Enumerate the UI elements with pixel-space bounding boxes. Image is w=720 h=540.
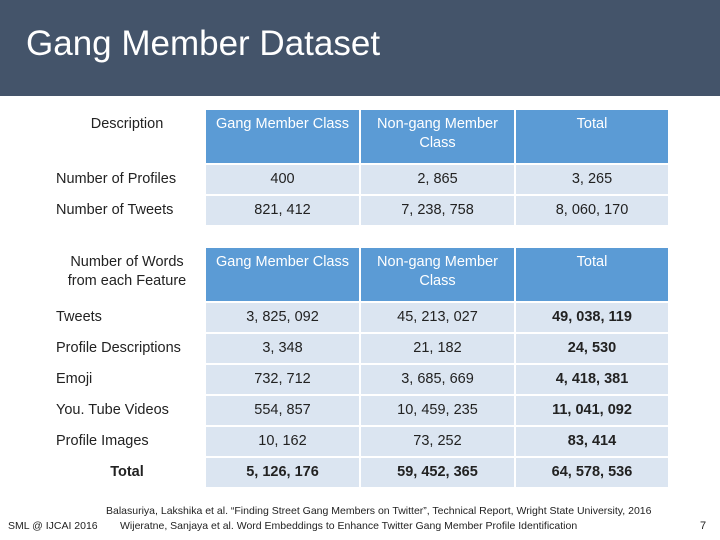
header-cell: Gang Member Class xyxy=(206,248,361,303)
row-label: Tweets xyxy=(50,303,206,334)
row-label: Emoji xyxy=(50,365,206,396)
table-row: Profile Images 10, 162 73, 252 83, 414 xyxy=(50,427,668,458)
venue-label: SML @ IJCAI 2016 xyxy=(8,520,98,532)
page-number: 7 xyxy=(700,520,707,532)
table-cell: 59, 452, 365 xyxy=(361,458,516,489)
slide-title: Gang Member Dataset xyxy=(26,24,381,63)
table-row: Number of Tweets 821, 412 7, 238, 758 8,… xyxy=(50,196,668,227)
header-cell: Non-gang Member Class xyxy=(361,110,516,165)
table-header-row: Description Gang Member Class Non-gang M… xyxy=(50,110,668,165)
reference-citation: Wijeratne, Sanjaya et al. Word Embedding… xyxy=(120,520,578,532)
table-cell: 3, 825, 092 xyxy=(206,303,361,334)
header-cell: Number of Words from each Feature xyxy=(50,248,206,303)
table-cell: 2, 865 xyxy=(361,165,516,196)
table-cell: 8, 060, 170 xyxy=(516,196,668,227)
row-label: Profile Descriptions xyxy=(50,334,206,365)
table-row: Profile Descriptions 3, 348 21, 182 24, … xyxy=(50,334,668,365)
header-cell: Description xyxy=(50,110,206,165)
total-cell: 64, 578, 536 xyxy=(516,458,668,489)
total-cell: 24, 530 xyxy=(516,334,668,365)
table-cell: 400 xyxy=(206,165,361,196)
table-cell: 3, 348 xyxy=(206,334,361,365)
total-cell: 11, 041, 092 xyxy=(516,396,668,427)
header-cell: Total xyxy=(516,110,668,165)
word-counts-table: Number of Words from each Feature Gang M… xyxy=(50,248,668,489)
table-row: You. Tube Videos 554, 857 10, 459, 235 1… xyxy=(50,396,668,427)
table-total-row: Total 5, 126, 176 59, 452, 365 64, 578, … xyxy=(50,458,668,489)
row-label: Total xyxy=(50,458,206,489)
table-row: Tweets 3, 825, 092 45, 213, 027 49, 038,… xyxy=(50,303,668,334)
header-cell: Gang Member Class xyxy=(206,110,361,165)
header-cell: Non-gang Member Class xyxy=(361,248,516,303)
header-cell: Total xyxy=(516,248,668,303)
title-bar: Gang Member Dataset xyxy=(0,0,720,96)
table-row: Emoji 732, 712 3, 685, 669 4, 418, 381 xyxy=(50,365,668,396)
profiles-tweets-table: Description Gang Member Class Non-gang M… xyxy=(50,110,668,227)
table-row: Number of Profiles 400 2, 865 3, 265 xyxy=(50,165,668,196)
table-header-row: Number of Words from each Feature Gang M… xyxy=(50,248,668,303)
row-label: Number of Profiles xyxy=(50,165,206,196)
reference-citation: Balasuriya, Lakshika et al. “Finding Str… xyxy=(106,505,652,517)
table-cell: 10, 162 xyxy=(206,427,361,458)
row-label: Number of Tweets xyxy=(50,196,206,227)
table-cell: 554, 857 xyxy=(206,396,361,427)
table-cell: 732, 712 xyxy=(206,365,361,396)
table-cell: 45, 213, 027 xyxy=(361,303,516,334)
table-cell: 3, 265 xyxy=(516,165,668,196)
table-cell: 21, 182 xyxy=(361,334,516,365)
table-cell: 5, 126, 176 xyxy=(206,458,361,489)
table-cell: 73, 252 xyxy=(361,427,516,458)
total-cell: 83, 414 xyxy=(516,427,668,458)
table-cell: 7, 238, 758 xyxy=(361,196,516,227)
total-cell: 4, 418, 381 xyxy=(516,365,668,396)
total-cell: 49, 038, 119 xyxy=(516,303,668,334)
row-label: You. Tube Videos xyxy=(50,396,206,427)
row-label: Profile Images xyxy=(50,427,206,458)
table-cell: 10, 459, 235 xyxy=(361,396,516,427)
table-cell: 3, 685, 669 xyxy=(361,365,516,396)
table-cell: 821, 412 xyxy=(206,196,361,227)
